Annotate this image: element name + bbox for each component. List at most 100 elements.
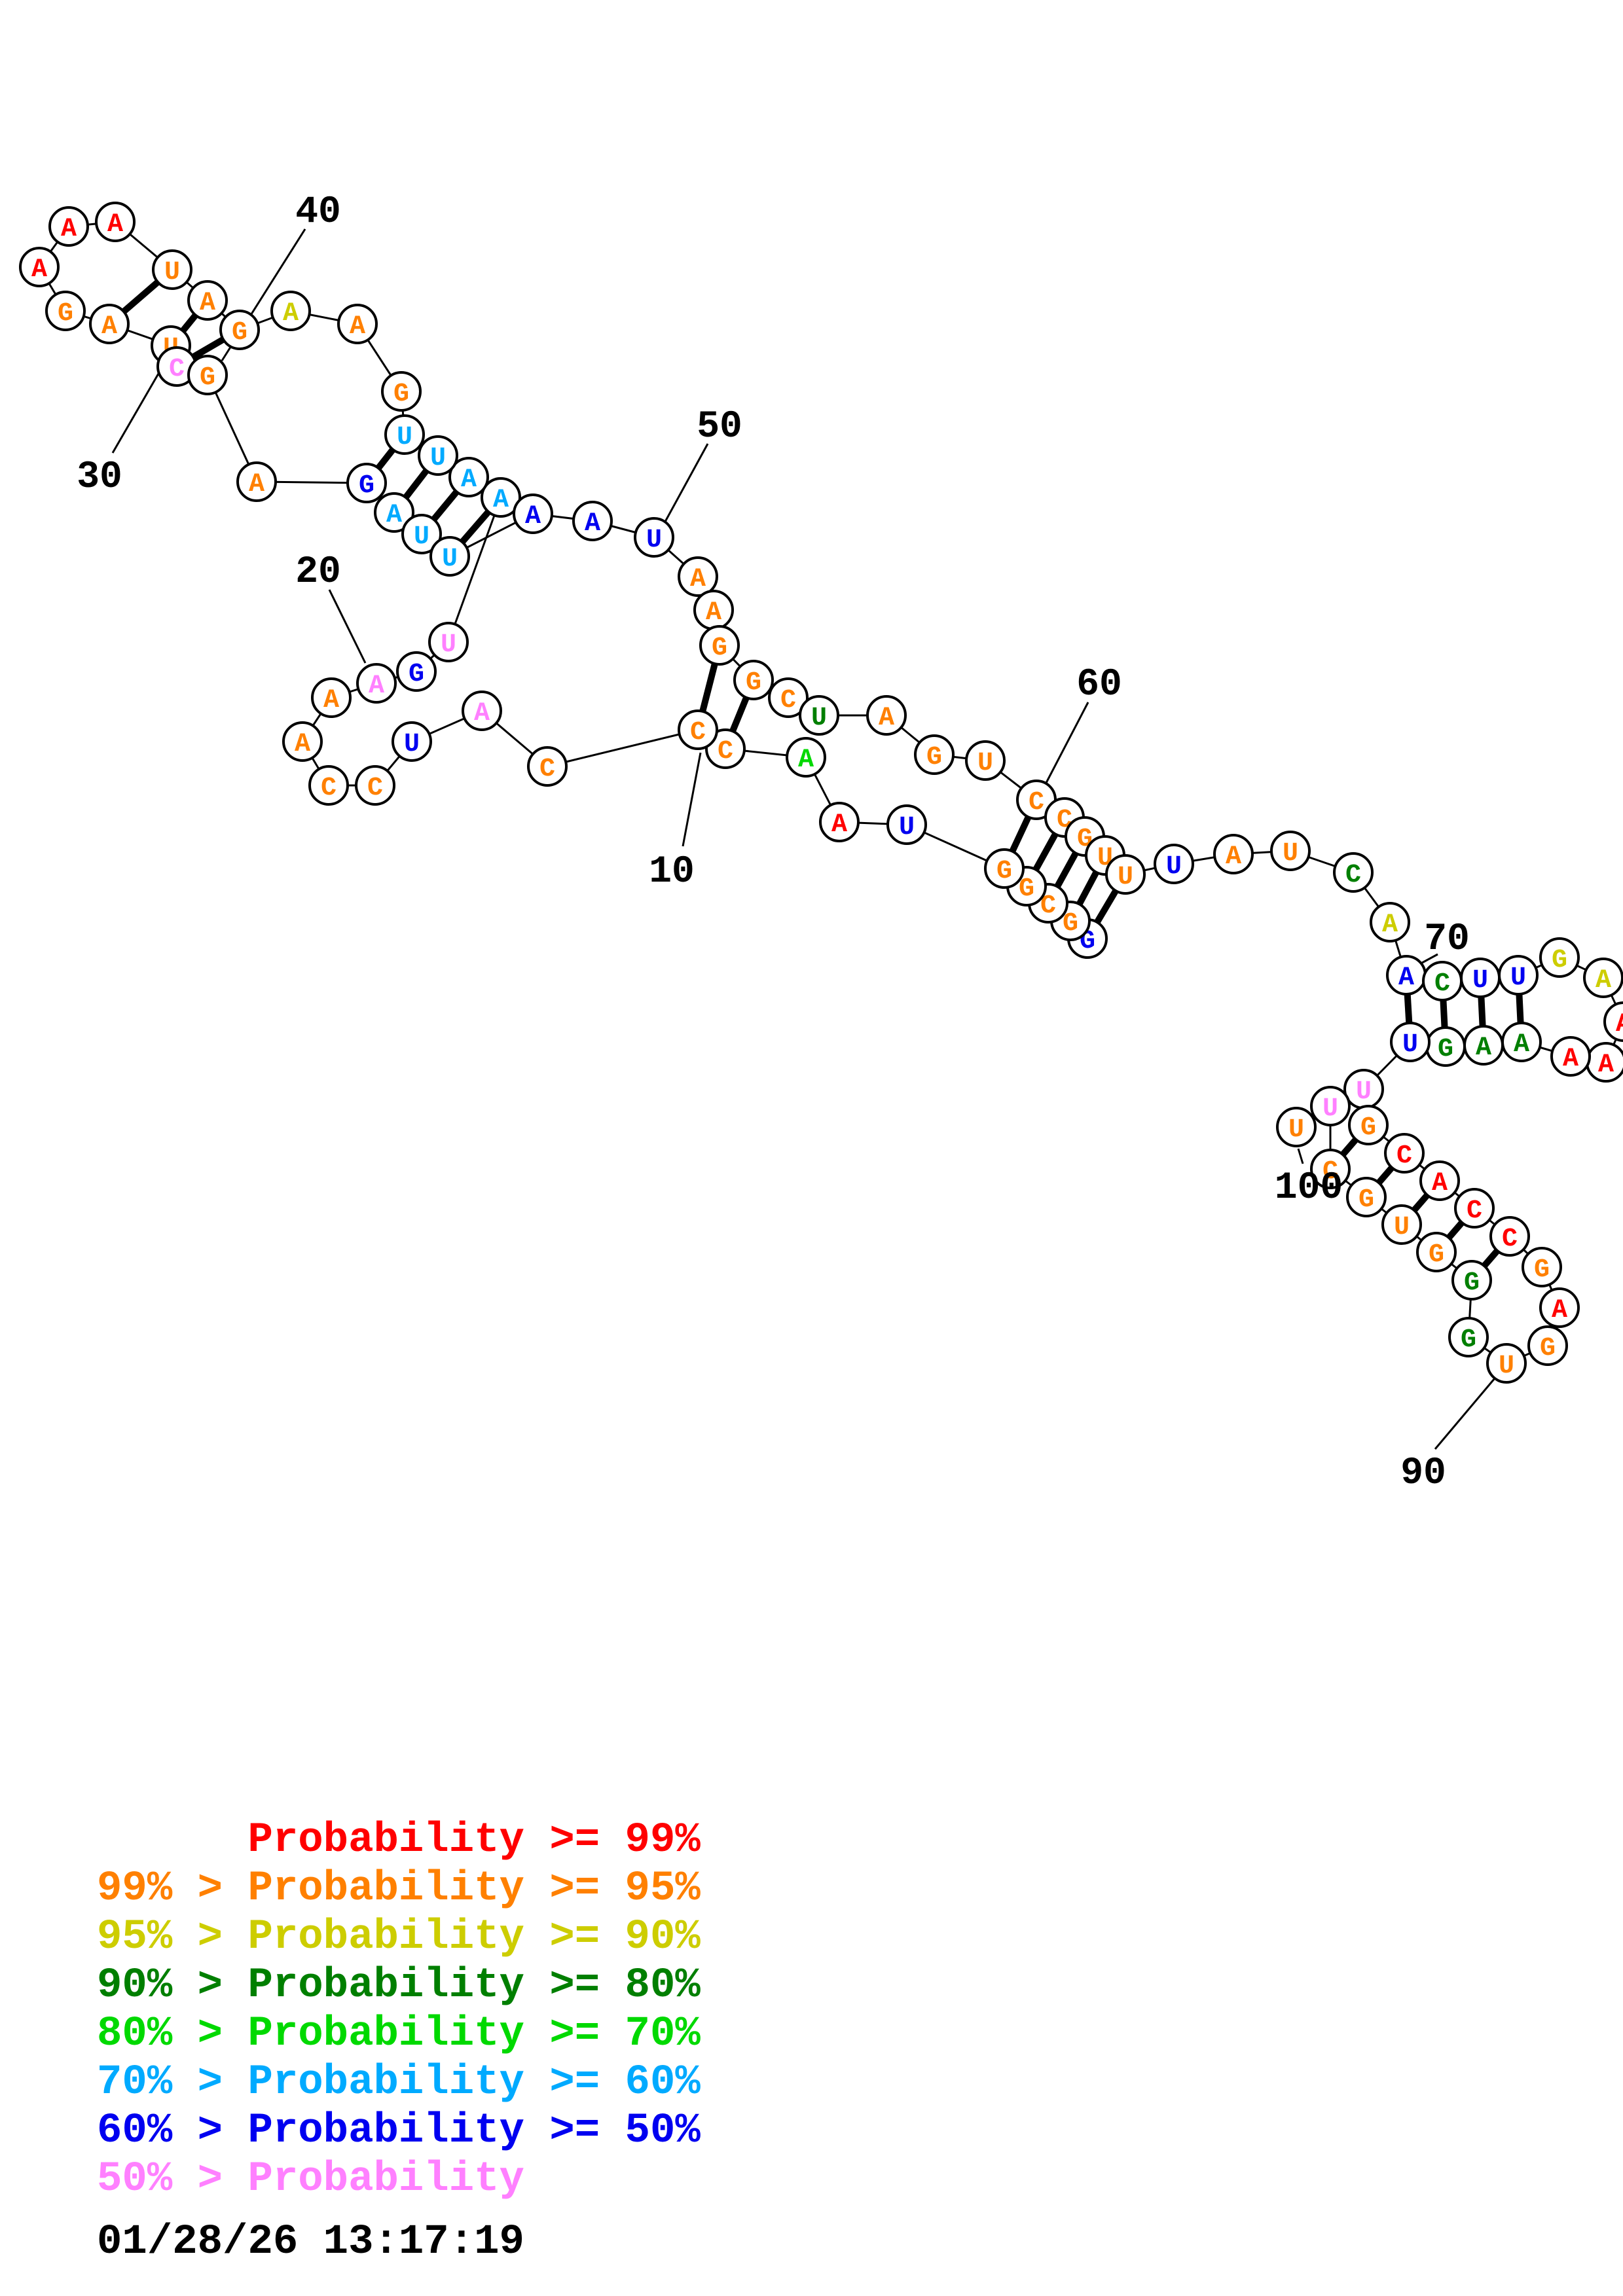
nucleotide-letter: G xyxy=(1464,1268,1480,1298)
position-pointer-line xyxy=(1297,1148,1304,1164)
nucleotide-circle xyxy=(448,457,489,497)
nucleotide-circle xyxy=(527,746,568,787)
nucleotide-circle xyxy=(311,677,352,718)
nucleotide-circle xyxy=(1419,1160,1460,1201)
legend-row-99: Probability >= 99% xyxy=(97,1817,701,1864)
nucleotide-letter: U xyxy=(430,444,446,473)
nucleotide-circle xyxy=(1310,1086,1351,1126)
nucleotide-circle xyxy=(187,280,228,321)
nucleotide-letter: A xyxy=(323,686,339,715)
nucleotide-circle xyxy=(152,249,192,290)
nucleotide-circle xyxy=(733,660,774,700)
nucleotide-letter: A xyxy=(493,486,509,515)
nucleotide-circle xyxy=(1539,1287,1580,1328)
probability-legend: Probability >= 99% 99% > Probability >= … xyxy=(97,1816,701,2204)
nucleotide-letter: U xyxy=(1322,1094,1338,1124)
nucleotide-circle xyxy=(1348,1105,1389,1145)
nucleotide-letter: U xyxy=(1394,1213,1410,1242)
nucleotide-letter: C xyxy=(718,737,733,766)
position-pointer-line xyxy=(682,752,702,847)
nucleotide-circle xyxy=(965,740,1006,781)
nucleotide-letter: A xyxy=(1398,963,1414,993)
nucleotide-letter: A xyxy=(1552,1296,1567,1325)
nucleotide-circle xyxy=(384,414,425,455)
nucleotide-letter: U xyxy=(1472,966,1488,996)
nucleotide-circle xyxy=(819,802,860,842)
backbone-segment xyxy=(547,728,699,768)
nucleotide-letter: A xyxy=(1598,1050,1614,1080)
nucleotide-letter: C xyxy=(1345,861,1361,890)
nucleotide-letter: G xyxy=(232,318,247,348)
nucleotide-circle xyxy=(392,721,432,762)
nucleotide-circle xyxy=(401,514,442,554)
position-pointer-line xyxy=(1045,702,1089,783)
nucleotide-circle xyxy=(418,435,458,476)
nucleotide-letter: U xyxy=(1166,852,1182,882)
nucleotide-letter: G xyxy=(1429,1240,1444,1270)
nucleotide-letter: U xyxy=(397,423,412,452)
nucleotide-letter: A xyxy=(798,745,814,775)
nucleotide-letter: U xyxy=(414,522,429,552)
nucleotide-letter: U xyxy=(646,526,662,555)
nucleotide-circle xyxy=(48,206,89,247)
nucleotide-circle xyxy=(1416,1232,1457,1272)
nucleotide-letter: A xyxy=(461,465,477,495)
nucleotide-letter: A xyxy=(1476,1033,1491,1063)
nucleotide-circle xyxy=(799,695,839,736)
legend-row-60: 70% > Probability >= 60% xyxy=(97,2059,701,2106)
position-pointer-line xyxy=(328,589,367,664)
nucleotide-circle xyxy=(634,517,674,558)
nucleotide-circle xyxy=(1276,1107,1317,1147)
nucleotide-letter: A xyxy=(1226,842,1241,872)
nucleotide-letter: U xyxy=(164,258,180,287)
nucleotide-circle xyxy=(768,677,809,718)
nucleotide-circle xyxy=(513,493,553,534)
nucleotide-circle xyxy=(381,371,422,412)
nucleotide-letter: G xyxy=(1534,1255,1550,1285)
nucleotide-circle xyxy=(1390,1022,1431,1062)
nucleotide-circle xyxy=(984,848,1025,889)
nucleotide-letter: U xyxy=(1499,1352,1514,1381)
nucleotide-letter: A xyxy=(101,312,117,342)
nucleotide-letter: A xyxy=(706,598,721,628)
nucleotide-circle xyxy=(429,536,470,577)
nucleotide-letter: A xyxy=(31,255,47,285)
nucleotide-circle xyxy=(1333,852,1374,893)
nucleotide-letter: A xyxy=(1596,966,1611,996)
nucleotide-circle xyxy=(866,695,907,736)
nucleotide-circle xyxy=(355,765,395,806)
nucleotide-letter: G xyxy=(58,299,73,329)
nucleotide-letter: U xyxy=(1283,839,1298,869)
legend-row-70: 80% > Probability >= 70% xyxy=(97,2011,701,2058)
nucleotide-letter: U xyxy=(1356,1077,1372,1107)
nucleotide-circle xyxy=(95,202,136,242)
timestamp: 01/28/26 13:17:19 xyxy=(97,2219,524,2266)
nucleotide-letter: A xyxy=(690,565,706,594)
nucleotide-letter: A xyxy=(1616,1010,1623,1039)
legend-row-lt50: 50% > Probability xyxy=(97,2156,524,2203)
nucleotide-circle xyxy=(187,355,228,395)
nucleotide-circle xyxy=(1154,844,1194,884)
nucleotide-letter: A xyxy=(585,509,600,539)
nucleotide-letter: U xyxy=(1118,863,1133,892)
nucleotide-letter: C xyxy=(780,686,796,715)
nucleotide-letter: U xyxy=(1510,963,1526,993)
nucleotide-circle xyxy=(1213,834,1254,874)
nucleotide-letter: A xyxy=(1382,910,1398,940)
nucleotide-circle xyxy=(1381,1204,1422,1245)
position-label: 70 xyxy=(1424,918,1470,961)
position-label: 40 xyxy=(295,191,341,234)
nucleotide-letter: C xyxy=(690,718,706,747)
nucleotide-circle xyxy=(1583,958,1623,998)
nucleotide-letter: U xyxy=(404,730,420,759)
nucleotide-circle xyxy=(1603,1001,1623,1042)
nucleotide-letter: G xyxy=(393,380,409,409)
nucleotide-letter: A xyxy=(107,210,123,240)
position-label: 60 xyxy=(1076,664,1122,706)
nucleotide-circle xyxy=(462,691,502,731)
nucleotide-circle xyxy=(481,477,521,518)
nucleotide-circle xyxy=(337,304,378,344)
nucleotide-circle xyxy=(572,501,613,541)
nucleotide-circle xyxy=(705,728,746,769)
nucleotide-letter: G xyxy=(1552,946,1567,975)
